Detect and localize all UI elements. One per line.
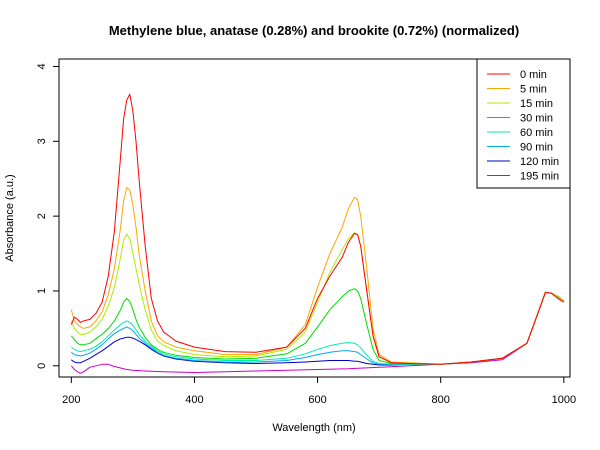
legend-entry: 195 min — [520, 171, 559, 183]
x-axis: 200 400 600 800 1000 — [62, 377, 576, 406]
legend-entry: 120 min — [520, 156, 559, 168]
y-tick-label: 2 — [36, 213, 48, 219]
series-line-30-min — [70, 288, 565, 365]
x-tick-label: 800 — [432, 394, 450, 406]
legend-box — [476, 58, 571, 189]
legend-entry: 15 min — [520, 98, 553, 110]
y-tick-label: 4 — [36, 63, 48, 69]
legend-entry: 30 min — [520, 113, 553, 125]
legend: 0 min 5 min 15 min 30 min 60 min 90 min 120 mi… — [476, 58, 571, 189]
y-tick-label: 1 — [36, 288, 48, 294]
x-tick-label: 400 — [185, 394, 203, 406]
legend-entry: 60 min — [520, 127, 553, 139]
series-line-0-min — [70, 93, 565, 365]
x-tick-label: 600 — [308, 394, 326, 406]
y-axis-label: Absorbance (a.u.) — [4, 174, 16, 261]
x-axis-label: Wavelength (nm) — [272, 422, 355, 434]
series-lines — [70, 93, 565, 374]
plot-border — [58, 58, 571, 378]
y-tick-label: 0 — [36, 363, 48, 369]
chart-title: Methylene blue, anatase (0.28%) and broo… — [109, 23, 519, 38]
x-tick-label: 1000 — [552, 394, 576, 406]
y-tick-label: 3 — [36, 138, 48, 144]
legend-entry: 5 min — [520, 84, 547, 96]
legend-entry: 0 min — [520, 69, 547, 81]
x-tick-label: 200 — [62, 394, 80, 406]
legend-entry: 90 min — [520, 142, 553, 154]
y-axis: 0 1 2 3 4 — [36, 63, 59, 369]
